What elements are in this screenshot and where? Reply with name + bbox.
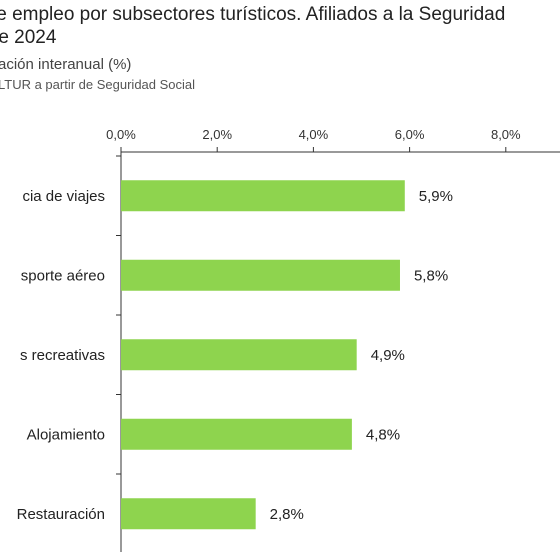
category-label: Restauración [17,506,105,523]
category-label: Alojamiento [27,426,105,443]
value-label: 4,8% [366,426,400,443]
chart-title-line-1: le empleo por subsectores turísticos. Af… [0,4,506,25]
bar [121,418,352,450]
x-tick-label: 4,0% [299,127,329,142]
bar [121,498,256,530]
x-tick-label: 6,0% [395,127,425,142]
value-label: 4,9% [371,347,405,364]
category-label: cia de viajes [22,188,105,205]
category-label: sporte aéreo [21,267,105,284]
x-tick-label: 0,0% [106,127,136,142]
value-label: 5,9% [419,188,453,205]
x-tick-label: 8,0% [491,127,521,142]
x-tick-label: 2,0% [202,127,232,142]
chart-source: LTUR a partir de Seguridad Social [0,77,196,92]
category-label: s recreativas [20,347,105,364]
bar [121,339,357,371]
value-label: 5,8% [414,267,448,284]
value-label: 2,8% [270,506,304,523]
chart-title-line-2: re 2024 [0,27,57,48]
bar [121,180,405,212]
bar [121,259,400,291]
chart-subtitle: ación interanual (%) [0,56,132,73]
